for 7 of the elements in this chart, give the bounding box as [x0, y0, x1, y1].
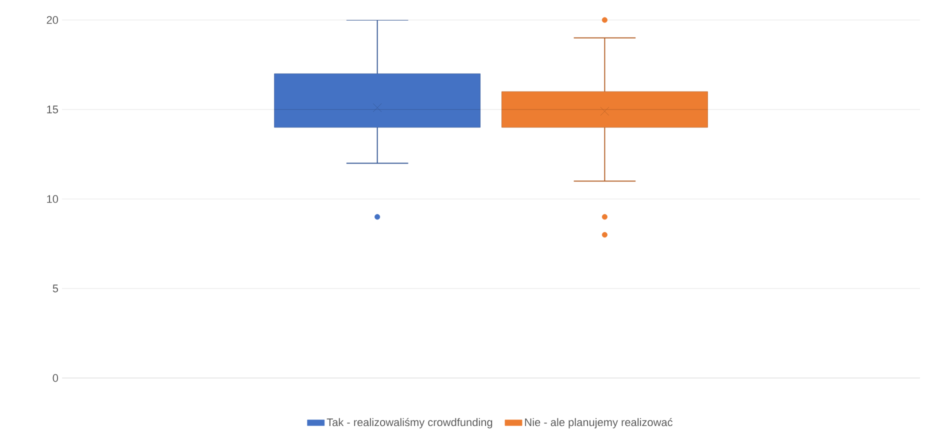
y-tick-label: 10 — [47, 195, 58, 203]
legend-label: Tak - realizowaliśmy crowdfunding — [326, 418, 492, 428]
legend-label: Nie - ale planujemy realizować — [525, 418, 672, 428]
y-tick-label: 20 — [46, 16, 58, 24]
y-tick-label: 0 — [52, 374, 58, 382]
y-tick-label: 15 — [47, 106, 58, 114]
y-tick-label: 5 — [52, 284, 58, 292]
